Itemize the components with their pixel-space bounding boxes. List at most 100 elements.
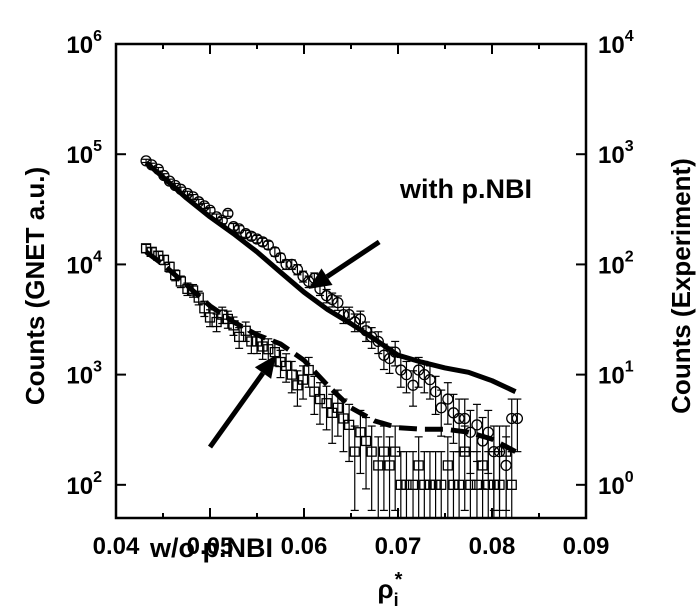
square-error-bar <box>339 398 348 453</box>
y-tick-label-right: 100 <box>598 469 634 500</box>
square-error-bar <box>310 375 319 416</box>
circle-error-bar <box>513 398 522 453</box>
annotation-arrow-head <box>308 268 333 289</box>
square-data-point <box>401 479 412 490</box>
square-error-bar <box>449 451 458 519</box>
square-error-bar <box>258 335 267 360</box>
circle-data-point <box>216 214 228 227</box>
square-data-point <box>222 313 234 325</box>
square-error-bar <box>276 349 285 379</box>
square-data-point <box>338 413 349 424</box>
square-error-bar <box>443 436 452 519</box>
square-data-point <box>355 427 366 438</box>
circle-data-point <box>343 309 355 321</box>
x-tick-label: 0.05 <box>187 533 234 560</box>
square-data-point <box>506 479 517 490</box>
circle-error-bar <box>374 331 383 355</box>
square-error-bar <box>478 436 487 519</box>
circle-data-point <box>435 402 447 414</box>
circle-data-point <box>372 335 384 348</box>
square-error-bar <box>282 353 291 383</box>
square-data-point <box>246 336 257 347</box>
circle-data-point <box>349 316 361 328</box>
square-data-point <box>303 364 314 376</box>
square-data-point <box>211 316 222 328</box>
square-error-bar <box>402 451 411 519</box>
square-error-bar <box>425 451 434 519</box>
square-error-bar <box>350 425 359 512</box>
circle-error-bar <box>507 398 516 453</box>
circle-error-bar <box>414 356 423 388</box>
x-tick-label: 0.08 <box>469 533 516 560</box>
circle-data-point <box>464 426 477 438</box>
y-axis-title-left: Counts (GNET a.u.) <box>20 167 50 405</box>
square-data-point <box>384 460 395 471</box>
square-data-point <box>175 276 187 287</box>
square-data-point <box>228 320 239 331</box>
square-error-bar <box>437 451 446 519</box>
circle-error-bar <box>449 393 458 444</box>
square-data-point <box>413 460 424 471</box>
y-tick-label-left: 106 <box>66 28 102 59</box>
x-tick-label: 0.09 <box>563 533 610 560</box>
square-error-bar <box>455 451 464 519</box>
square-error-bar <box>235 327 244 349</box>
square-data-point <box>430 479 441 490</box>
x-tick-label: 0.06 <box>281 533 328 560</box>
circle-error-bar <box>402 360 411 394</box>
square-error-bar <box>212 313 221 333</box>
circle-data-point <box>291 263 304 276</box>
circle-data-point <box>354 313 367 325</box>
circle-error-bar <box>200 202 209 210</box>
square-data-point <box>448 479 459 490</box>
circle-data-point <box>245 230 258 242</box>
square-data-point <box>158 254 170 266</box>
y-tick-label-left: 104 <box>66 248 102 279</box>
circle-error-bar <box>223 210 232 217</box>
annotations: with p.NBI w/o p.NBI <box>149 174 532 563</box>
circle-data-point <box>269 246 281 258</box>
square-error-bar <box>345 403 354 463</box>
circle-data-point <box>152 163 164 175</box>
circle-data-point <box>262 239 274 251</box>
square-error-bar <box>385 436 394 519</box>
circle-data-point <box>280 258 292 271</box>
x-axis-title: ρi* <box>378 569 403 610</box>
square-data-point <box>465 479 476 490</box>
square-data-point <box>494 479 505 490</box>
square-error-bar <box>287 360 296 394</box>
axes-ticks <box>115 43 587 518</box>
square-error-bar <box>293 370 302 407</box>
circle-data-point <box>320 290 333 302</box>
circle-data-point <box>332 296 344 309</box>
square-error-bar <box>253 331 261 355</box>
circle-data-point <box>471 419 483 431</box>
dashed-model-line <box>144 249 517 454</box>
y-tick-label-left: 103 <box>66 359 102 390</box>
square-error-bar <box>379 425 388 512</box>
circle-data-point <box>424 374 436 386</box>
square-data-point <box>343 419 355 431</box>
square-data-point <box>193 292 204 303</box>
circle-error-bar <box>385 346 394 374</box>
circle-data-point <box>511 412 524 425</box>
square-data-point <box>187 285 199 296</box>
circle-data-point <box>400 368 413 381</box>
square-error-bar <box>356 409 365 475</box>
circle-error-bar <box>142 158 151 164</box>
square-data-point <box>164 261 175 273</box>
circle-error-bar <box>409 370 418 407</box>
square-error-bar <box>362 416 371 490</box>
square-data-point <box>332 402 343 413</box>
x-axis-title-sup: * <box>395 569 403 591</box>
circle-data-point <box>256 236 269 248</box>
circle-data-point <box>378 349 390 361</box>
circle-data-point <box>227 221 240 233</box>
circle-data-point <box>337 309 350 321</box>
y-tick-label-left: 105 <box>66 138 102 169</box>
circle-data-point <box>442 393 454 405</box>
square-data-point <box>286 369 297 380</box>
square-error-bar <box>431 451 440 519</box>
square-error-bar <box>374 436 383 519</box>
